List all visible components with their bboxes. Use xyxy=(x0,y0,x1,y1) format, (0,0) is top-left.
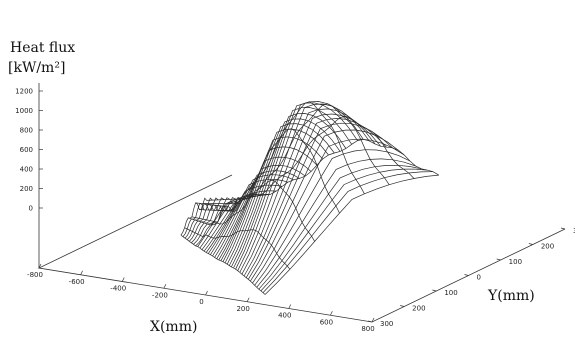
surface-contour xyxy=(184,227,291,270)
surface-rib xyxy=(218,156,312,261)
surface-rib xyxy=(252,138,405,284)
surface-rib xyxy=(195,196,248,247)
x-tick-mark xyxy=(246,297,250,302)
surface-rib xyxy=(228,118,341,266)
z-tick-label: 400 xyxy=(20,166,33,174)
surface-rib xyxy=(256,158,416,288)
y-tick-label: 100 xyxy=(509,258,522,266)
surface-rib xyxy=(222,136,323,262)
y-tick-label: 200 xyxy=(541,243,554,251)
surface-rib xyxy=(254,149,410,286)
x-tick-label: -800 xyxy=(27,271,43,279)
z-axis-title: Heat flux [kW/m²] xyxy=(8,40,75,76)
surface-rib xyxy=(212,174,294,257)
surface-rib xyxy=(237,101,364,271)
x-axis-title: X(mm) xyxy=(150,319,197,335)
z-tick-label: 1200 xyxy=(15,88,33,96)
x-tick-mark xyxy=(330,311,333,316)
axes-frame xyxy=(37,83,566,323)
y-tick-mark xyxy=(367,320,373,323)
surface-rib xyxy=(258,164,422,290)
surface-rib xyxy=(193,197,242,245)
tick-labels: 120010008006004002000-800-600-400-200020… xyxy=(15,88,575,334)
surface-contour xyxy=(180,234,266,295)
surface-contour xyxy=(199,103,390,212)
surface-rib xyxy=(260,168,428,292)
z-tick-label: 600 xyxy=(20,146,33,154)
surface-contour xyxy=(191,128,340,223)
y-tick-label: 200 xyxy=(412,305,425,313)
surface-rib xyxy=(264,174,439,295)
x-tick-label: 600 xyxy=(320,318,333,326)
x-tick-label: 400 xyxy=(278,312,291,320)
x-tick-label: 800 xyxy=(361,325,374,333)
z-tick-label: 800 xyxy=(20,127,33,135)
wireframe-surface xyxy=(180,101,439,295)
y-tick-mark xyxy=(464,274,469,276)
x-tick-label: -400 xyxy=(110,285,126,293)
x-tick-mark xyxy=(205,290,208,296)
x-tick-mark xyxy=(80,270,83,275)
surface-rib xyxy=(210,178,288,255)
x-tick-mark xyxy=(288,304,292,309)
surface-contour xyxy=(206,138,439,201)
y-tick-mark xyxy=(432,289,437,292)
surface-rib xyxy=(226,123,335,265)
z-tick-label: 0 xyxy=(29,205,33,213)
y-tick-mark xyxy=(496,258,501,261)
y-tick-mark xyxy=(400,305,405,307)
x-tick-label: 200 xyxy=(236,305,249,313)
x-tick-label: 0 xyxy=(199,298,203,306)
x-tick-mark xyxy=(38,263,42,269)
y-axis-title: Y(mm) xyxy=(487,288,535,304)
surface-contour xyxy=(203,115,415,204)
y-tick-label: 100 xyxy=(444,289,457,297)
z-tick-label: 200 xyxy=(20,185,33,193)
x-tick-mark xyxy=(121,277,125,282)
surface-rib xyxy=(262,171,434,293)
y-tick-label: 0 xyxy=(477,274,481,282)
x-tick-label: -200 xyxy=(152,291,168,299)
y-tick-mark xyxy=(528,243,533,245)
surface-rib xyxy=(250,129,399,282)
y-tick-label: 300 xyxy=(573,227,575,235)
y-tick-mark xyxy=(560,227,566,230)
z-tick-label: 1000 xyxy=(15,107,33,115)
y-tick-label: 300 xyxy=(380,320,393,328)
surface-rib xyxy=(224,128,329,264)
z-axis-title-line2: [kW/m²] xyxy=(8,60,65,76)
surface-rib xyxy=(231,113,347,268)
x-tick-mark xyxy=(163,284,167,289)
x-tick-mark xyxy=(371,317,375,323)
surface-rib xyxy=(233,107,352,269)
x-tick-label: -600 xyxy=(69,278,85,286)
surface-contour xyxy=(195,101,365,207)
z-axis-title-line1: Heat flux xyxy=(10,40,75,56)
